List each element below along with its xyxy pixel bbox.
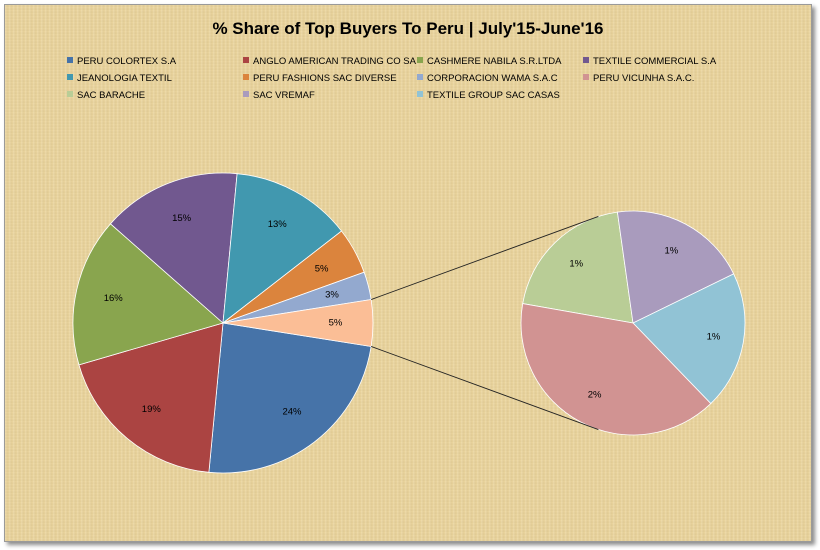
- main-pie-slice: [222, 299, 374, 347]
- legend-item: TEXTILE COMMERCIAL S.A: [583, 55, 716, 69]
- legend-item: JEANOLOGIA TEXTIL: [67, 72, 172, 86]
- connector-line: [370, 346, 599, 430]
- data-label: 1%: [665, 245, 679, 256]
- data-label: 16%: [104, 293, 124, 304]
- main-pie-slice: [72, 223, 224, 366]
- legend-item: SAC VREMAF: [243, 89, 315, 103]
- legend-label: TEXTILE GROUP SAC CASAS: [427, 90, 560, 101]
- legend-item: ANGLO AMERICAN TRADING CO SA: [243, 55, 416, 69]
- legend-label: CASHMERE NABILA S.R.LTDA: [427, 56, 562, 67]
- legend-item: PERU FASHIONS SAC DIVERSE: [243, 72, 397, 86]
- legend-label: PERU VICUNHA S.A.C.: [593, 73, 695, 84]
- legend-item: TEXTILE GROUP SAC CASAS: [417, 89, 560, 103]
- legend-item: CORPORACION WAMA S.A.C: [417, 72, 558, 86]
- pie-chart: 24% 19% 16% 15% 13% 5% 3% 5% 1% 1% 1% 2%: [72, 172, 746, 474]
- data-label: 1%: [707, 332, 721, 343]
- legend-swatch: [583, 57, 589, 63]
- data-label: 15%: [172, 213, 192, 224]
- data-label: 24%: [282, 406, 302, 417]
- legend-label: PERU FASHIONS SAC DIVERSE: [253, 73, 397, 84]
- secondary-pie-slice: [616, 210, 735, 324]
- legend-label: PERU COLORTEX S.A: [77, 56, 177, 67]
- secondary-pie-slice: [632, 273, 746, 405]
- legend-swatch: [417, 74, 423, 80]
- legend-swatch: [583, 74, 589, 80]
- data-label: 19%: [142, 404, 162, 415]
- legend-swatch: [243, 57, 249, 63]
- data-label: 2%: [588, 390, 602, 401]
- legend-swatch: [67, 91, 73, 97]
- legend-label: TEXTILE COMMERCIAL S.A: [593, 56, 717, 67]
- legend-label: SAC VREMAF: [253, 90, 315, 101]
- legend-item: PERU COLORTEX S.A: [67, 55, 176, 69]
- main-pie-slice: [109, 172, 238, 324]
- legend-swatch: [417, 91, 423, 97]
- legend-item: SAC BARACHE: [67, 89, 145, 103]
- data-label: 1%: [569, 259, 583, 270]
- secondary-pie-slice: [522, 211, 634, 324]
- chart-frame: % Share of Top Buyers To Peru | July'15-…: [4, 4, 812, 542]
- data-label: 3%: [325, 290, 339, 301]
- legend-item: CASHMERE NABILA S.R.LTDA: [417, 55, 561, 69]
- legend-label: ANGLO AMERICAN TRADING CO SA: [253, 56, 416, 67]
- legend-swatch: [67, 57, 73, 63]
- legend-label: JEANOLOGIA TEXTIL: [77, 73, 172, 84]
- data-label: 5%: [329, 318, 343, 329]
- main-pie-slice: [78, 322, 224, 473]
- chart-title: % Share of Top Buyers To Peru | July'15-…: [212, 19, 604, 38]
- legend-label: CORPORACION WAMA S.A.C: [427, 73, 558, 84]
- legend-swatch: [243, 91, 249, 97]
- legend-swatch: [417, 57, 423, 63]
- connector-line: [370, 216, 599, 300]
- legend-item: PERU VICUNHA S.A.C.: [583, 72, 694, 86]
- main-pie-slice: [222, 173, 343, 324]
- legend-label: SAC BARACHE: [77, 90, 146, 101]
- legend-swatch: [67, 74, 73, 80]
- secondary-pie-slice: [520, 303, 712, 436]
- legend-swatch: [243, 74, 249, 80]
- data-label: 5%: [315, 263, 329, 274]
- main-pie-slice: [208, 322, 372, 474]
- data-label: 13%: [268, 219, 288, 230]
